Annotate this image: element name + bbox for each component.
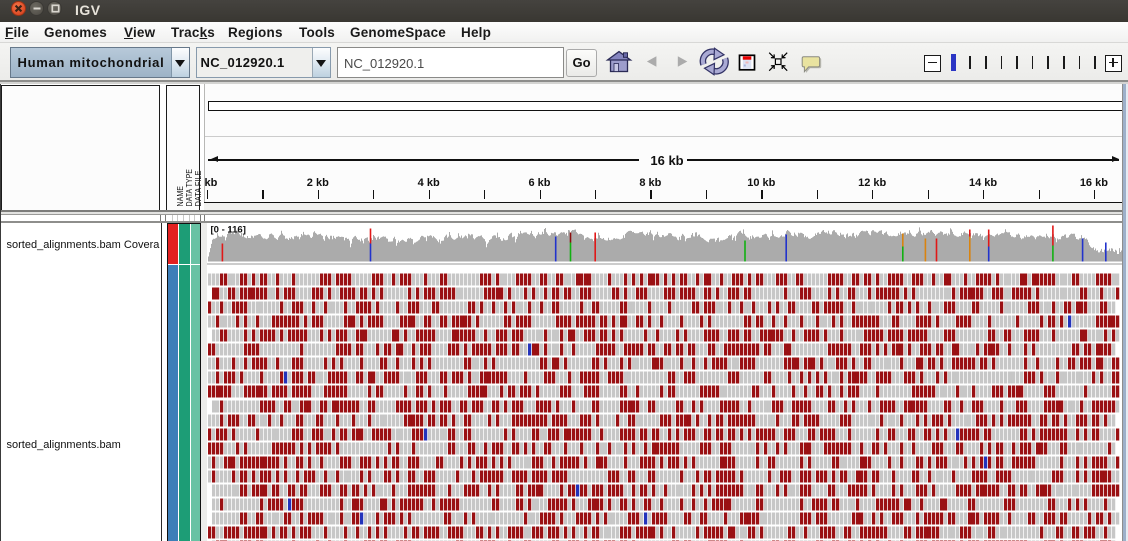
svg-text:NAME: NAME: [175, 185, 185, 206]
svg-text:DATA TYPE: DATA TYPE: [184, 168, 194, 206]
svg-text:[0 - 116]: [0 - 116]: [211, 224, 246, 235]
svg-text:DATA FILE: DATA FILE: [193, 170, 201, 206]
